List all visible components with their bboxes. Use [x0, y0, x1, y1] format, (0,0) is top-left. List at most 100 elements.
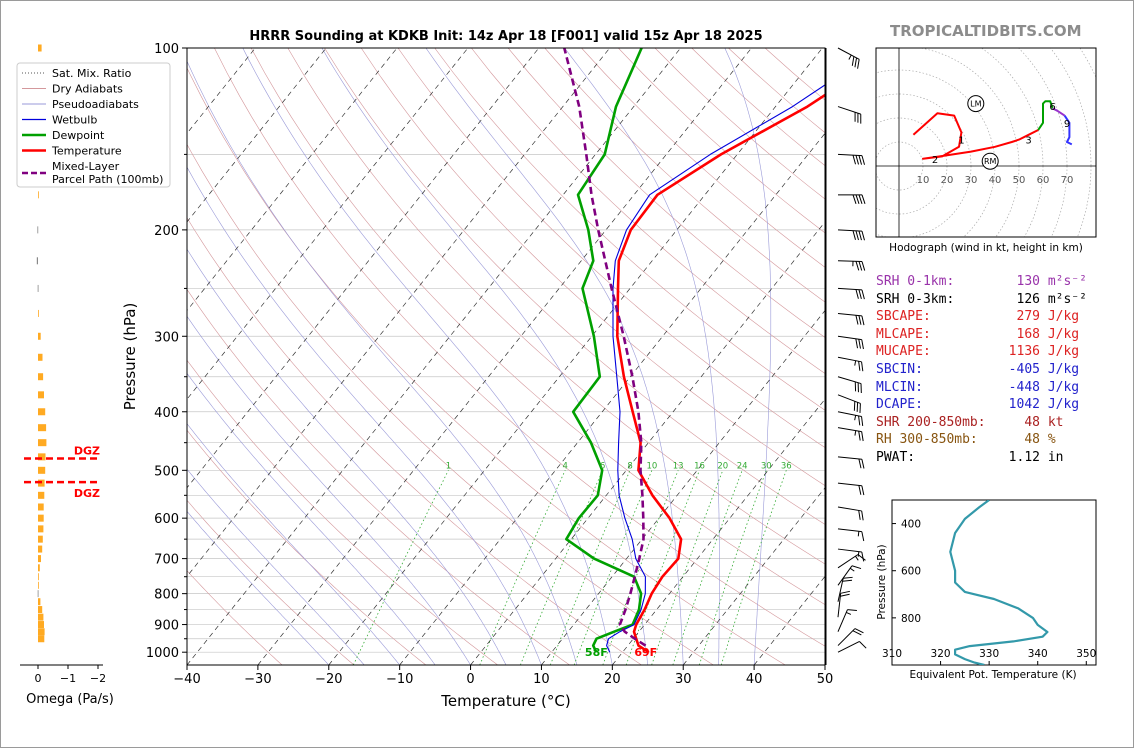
barb-feather	[855, 338, 859, 349]
hodo-ring-label: 40	[989, 175, 1002, 186]
p-tick-label: 100	[154, 42, 179, 57]
wind-barb	[837, 356, 864, 372]
isotherm-line	[187, 48, 540, 489]
omega-bar	[38, 191, 39, 199]
index-value: 1136	[1000, 344, 1040, 360]
hodo-trace	[1063, 115, 1073, 146]
hodo-ring-label: 70	[1061, 175, 1074, 186]
isotherm-line	[187, 48, 327, 223]
barb-feather	[840, 590, 851, 594]
barb-half-feather	[846, 611, 852, 615]
barb-half-feather	[854, 430, 857, 436]
series-temperature	[616, 93, 825, 654]
wind-barb	[837, 153, 865, 165]
wind-barbs	[825, 47, 867, 665]
barb-shaft	[837, 482, 862, 487]
omega-bar	[38, 606, 43, 614]
barb-half-feather	[855, 555, 859, 561]
omega-bar	[38, 503, 44, 511]
barb-shaft	[837, 376, 862, 385]
index-row: SBCIN: -405 J/kg	[876, 361, 1079, 379]
pseudoadiabat	[564, 48, 720, 665]
index-unit: J/kg	[1040, 362, 1080, 377]
barb-feather	[861, 361, 864, 372]
omega-bar	[38, 628, 45, 636]
index-label: PWAT:	[876, 450, 916, 465]
barb-feather	[852, 230, 856, 240]
isotherm-line	[187, 48, 610, 577]
hodo-height-label: 3	[1025, 136, 1031, 147]
p-tick-label: 600	[154, 512, 179, 527]
theta-e-y-tick-label: 600	[901, 566, 921, 578]
hodo-ring-label: 60	[1037, 175, 1050, 186]
pseudoadiabat	[242, 48, 613, 665]
barb-feather	[861, 431, 864, 442]
index-label: SRH 0-3km:	[876, 291, 955, 307]
hodo-height-label: 6	[1049, 102, 1055, 113]
index-value: 168	[1000, 326, 1041, 342]
index-unit: m²s⁻²	[1040, 274, 1087, 289]
omega-bar	[38, 466, 46, 474]
barb-feather	[858, 194, 863, 205]
legend-label: Pseudoadiabats	[52, 98, 139, 111]
wind-barb	[837, 411, 864, 426]
barb-feather	[855, 289, 859, 299]
index-value: 1042	[1000, 397, 1040, 413]
p-tick-label: 200	[154, 224, 179, 239]
barb-feather	[852, 155, 857, 165]
barb-half-feather	[857, 551, 860, 557]
wind-barb	[837, 554, 866, 569]
index-label: SBCAPE:	[876, 309, 931, 325]
isotherm-line	[328, 48, 823, 665]
dry-adiabat	[434, 48, 825, 411]
omega-bar	[38, 598, 41, 606]
dry-adiabat	[187, 288, 570, 665]
index-value: -448	[1000, 379, 1040, 395]
barb-feather	[861, 510, 864, 521]
barb-feather	[858, 458, 862, 469]
storm-motion-marker	[967, 95, 985, 113]
theta-e-x-tick-label: 340	[1028, 648, 1048, 660]
series-wetbulb	[606, 84, 825, 653]
mixing-ratio-line	[602, 470, 679, 665]
omega-bar	[38, 525, 44, 533]
omega-bar	[38, 424, 47, 432]
mixing-ratio-label: 24	[737, 461, 748, 471]
barb-shaft	[837, 47, 860, 60]
barb-feather	[855, 315, 859, 325]
index-label: MLCAPE:	[876, 326, 931, 342]
barb-feather	[861, 416, 864, 426]
index-unit: in	[1040, 450, 1064, 465]
mixing-ratio-line	[672, 470, 743, 665]
mixing-ratio-line	[625, 470, 700, 665]
theta-e-x-tick-label: 350	[1076, 648, 1096, 660]
barb-shaft	[837, 287, 862, 291]
barb-feather	[851, 565, 862, 570]
hodo-ring-label: 30	[965, 175, 978, 186]
barb-feather	[843, 576, 853, 579]
dry-adiabat	[187, 143, 714, 665]
hodograph-frame	[875, 47, 1097, 238]
barb-feather	[858, 339, 861, 349]
barb-feather	[861, 315, 865, 326]
legend-label: Wetbulb	[52, 114, 97, 127]
isotherm-line	[187, 48, 398, 312]
hodo-ring-label: 50	[1013, 175, 1026, 186]
index-value: 1.12	[1000, 450, 1040, 465]
wind-barb	[837, 628, 864, 646]
pseudoadiabat	[187, 468, 365, 665]
mixing-ratio-line	[520, 470, 603, 665]
omega-panel: 0 −1 −2 Omega (Pa/s) DGZ DGZ	[20, 44, 114, 707]
barb-feather	[847, 609, 857, 611]
legend-label: Dewpoint	[52, 129, 105, 142]
index-unit: m²s⁻²	[1040, 291, 1087, 307]
theta-e-profile	[949, 500, 1049, 665]
barb-feather	[861, 531, 865, 542]
barb-half-feather	[848, 54, 852, 60]
pseudoadiabat	[187, 248, 507, 665]
pseudoadiabat	[187, 372, 436, 665]
x-tick-label: −20	[315, 672, 342, 687]
x-tick-label: −40	[173, 672, 200, 687]
omega-axis-label: Omega (Pa/s)	[26, 692, 114, 707]
skewt-axes: 1 4 6 8 10 13 16 20 24 30 36 58F 69F −40 −30 −20 −10 0 10 2…	[121, 29, 833, 710]
